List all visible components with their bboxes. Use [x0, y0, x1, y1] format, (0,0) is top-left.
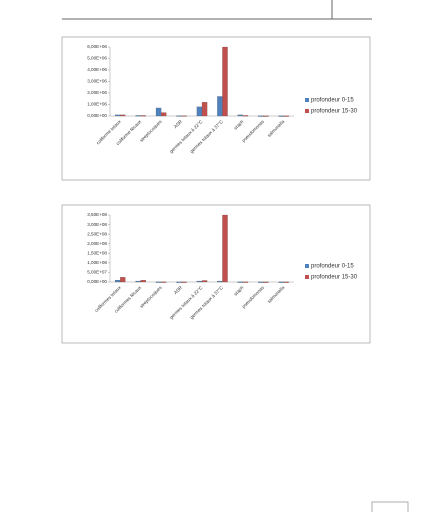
x-tick-label: ASR — [173, 119, 184, 130]
legend-swatch — [305, 98, 309, 102]
bar — [135, 280, 141, 283]
y-tick-label: 1,50E+08 — [87, 251, 107, 256]
y-tick-label: 3,00E+08 — [87, 222, 107, 227]
page-number-box — [371, 501, 409, 512]
bar — [217, 280, 223, 283]
bar — [155, 107, 162, 117]
y-tick-label: 0,00E+00 — [87, 279, 107, 284]
x-tick-label: streptocoques — [139, 285, 163, 309]
y-tick-label: 5,00E+07 — [87, 270, 107, 275]
bar — [140, 279, 146, 283]
bar — [222, 46, 228, 117]
bar — [196, 280, 203, 283]
x-tick-label: salmonella — [266, 285, 285, 304]
x-tick-label: pseudomonas — [241, 285, 265, 309]
y-tick-label: 2,00E+06 — [87, 90, 107, 95]
chart-frame — [61, 36, 371, 181]
bar — [237, 281, 243, 283]
legend-label: profondeur 15-30 — [311, 109, 358, 115]
bar — [258, 115, 264, 117]
y-tick-label: 2,00E+08 — [87, 241, 107, 246]
y-tick-label: 1,00E+06 — [87, 102, 107, 107]
chart-frame — [61, 204, 371, 344]
x-tick-label: streptocoques — [139, 119, 163, 143]
bar — [161, 281, 167, 283]
y-tick-label: 5,00E+06 — [87, 56, 107, 61]
y-tick-label: 6,00E+06 — [87, 44, 107, 49]
y-tick-label: 0,00E+00 — [87, 113, 107, 118]
legend-label: profondeur 15-30 — [311, 275, 358, 281]
bar — [120, 277, 126, 283]
bar — [120, 114, 126, 117]
bar — [181, 281, 187, 283]
bar — [201, 280, 208, 283]
x-tick-label: staph — [233, 119, 245, 131]
bar — [258, 281, 264, 283]
bar — [263, 281, 269, 283]
x-tick-label: staph — [233, 285, 245, 297]
bar — [176, 115, 182, 117]
y-tick-label: 1,00E+08 — [87, 260, 107, 265]
bar — [217, 96, 223, 117]
bar — [237, 114, 243, 117]
bar — [181, 115, 187, 117]
legend-swatch — [305, 264, 309, 268]
y-tick-label: 4,00E+06 — [87, 67, 107, 72]
bar — [155, 281, 162, 283]
bar — [278, 115, 284, 117]
legend-label: profondeur 0-15 — [311, 264, 354, 270]
bar — [283, 115, 289, 117]
bar — [115, 279, 121, 283]
bar — [115, 114, 121, 117]
bar — [263, 115, 269, 117]
legend-label: profondeur 0-15 — [311, 98, 354, 104]
x-tick-label: ASR — [173, 285, 184, 296]
x-tick-label: pseudomonas — [241, 119, 265, 143]
y-tick-label: 3,00E+06 — [87, 79, 107, 84]
y-tick-label: 2,50E+08 — [87, 231, 107, 236]
bar — [222, 214, 228, 283]
bar — [201, 102, 208, 117]
bar — [242, 281, 249, 283]
bar — [140, 115, 146, 117]
y-tick-label: 3,50E+08 — [87, 212, 107, 217]
x-tick-label: salmonella — [266, 119, 285, 138]
bar — [278, 281, 284, 283]
legend-swatch — [305, 275, 309, 279]
bar — [196, 106, 203, 117]
bar — [283, 281, 289, 283]
bar — [135, 115, 141, 117]
bar — [176, 281, 182, 283]
bar — [242, 115, 249, 117]
bar — [161, 112, 167, 117]
legend-swatch — [305, 109, 309, 113]
